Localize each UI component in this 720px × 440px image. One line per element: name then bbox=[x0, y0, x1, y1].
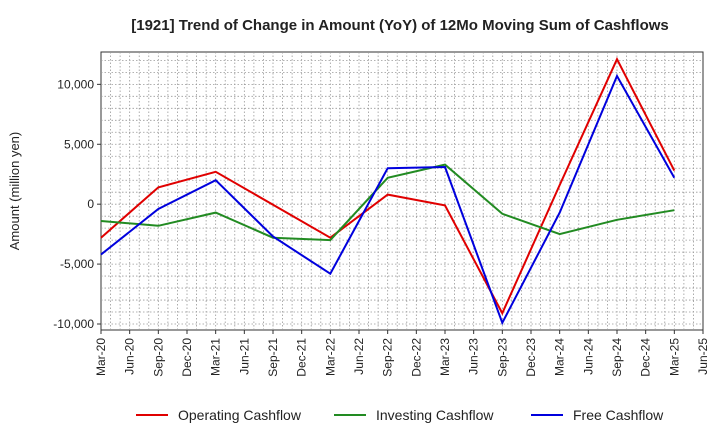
x-tick-label: Dec-23 bbox=[524, 338, 538, 377]
plot-area bbox=[100, 51, 704, 331]
series-line-operating-cashflow bbox=[100, 56, 676, 316]
x-tick-label: Mar-22 bbox=[323, 338, 337, 376]
legend-label: Operating Cashflow bbox=[178, 407, 302, 423]
x-tick-label: Jun-20 bbox=[123, 338, 137, 375]
chart-title: [1921] Trend of Change in Amount (YoY) o… bbox=[131, 17, 669, 34]
x-tick-label: Sep-22 bbox=[381, 338, 395, 377]
x-tick-label: Mar-25 bbox=[667, 338, 681, 376]
x-tick-label: Sep-21 bbox=[266, 338, 280, 377]
x-tick-label: Jun-22 bbox=[352, 338, 366, 375]
series-line-free-cashflow bbox=[100, 73, 676, 326]
legend-label: Investing Cashflow bbox=[376, 407, 494, 423]
x-tick-label: Mar-23 bbox=[438, 338, 452, 376]
y-axis-ticks: 10,000 5,000 0 -5,000 -10,000 bbox=[53, 77, 101, 331]
y-tick-label: -10,000 bbox=[53, 317, 94, 331]
grid-lines bbox=[101, 52, 703, 330]
x-tick-label: Jun-21 bbox=[237, 338, 251, 375]
x-tick-label: Dec-21 bbox=[295, 338, 309, 377]
x-tick-label: Sep-24 bbox=[610, 338, 624, 377]
y-tick-label: -5,000 bbox=[60, 257, 94, 271]
legend-label: Free Cashflow bbox=[573, 407, 664, 423]
x-tick-label: Dec-22 bbox=[409, 338, 423, 377]
y-tick-label: 0 bbox=[87, 197, 94, 211]
x-axis-ticks: Mar-20 Jun-20 Sep-20 Dec-20 Mar-21 Jun-21 Sep-… bbox=[94, 330, 710, 377]
x-tick-label: Jun-25 bbox=[696, 338, 710, 375]
x-tick-label: Mar-24 bbox=[553, 338, 567, 376]
y-tick-label: 5,000 bbox=[64, 137, 94, 151]
x-tick-label: Sep-23 bbox=[495, 338, 509, 377]
series-line-investing-cashflow bbox=[100, 163, 675, 242]
y-axis-label: Amount (million yen) bbox=[7, 132, 22, 251]
x-tick-label: Mar-21 bbox=[209, 338, 223, 376]
x-tick-label: Dec-20 bbox=[180, 338, 194, 377]
x-tick-label: Jun-23 bbox=[467, 338, 481, 375]
series-lines bbox=[100, 56, 676, 326]
y-tick-label: 10,000 bbox=[57, 77, 94, 91]
x-tick-label: Sep-20 bbox=[151, 338, 165, 377]
x-tick-label: Mar-20 bbox=[94, 338, 108, 376]
x-tick-label: Jun-24 bbox=[581, 338, 595, 375]
x-tick-label: Dec-24 bbox=[639, 338, 653, 377]
legend: Operating Cashflow Investing Cashflow Free… bbox=[136, 407, 664, 423]
